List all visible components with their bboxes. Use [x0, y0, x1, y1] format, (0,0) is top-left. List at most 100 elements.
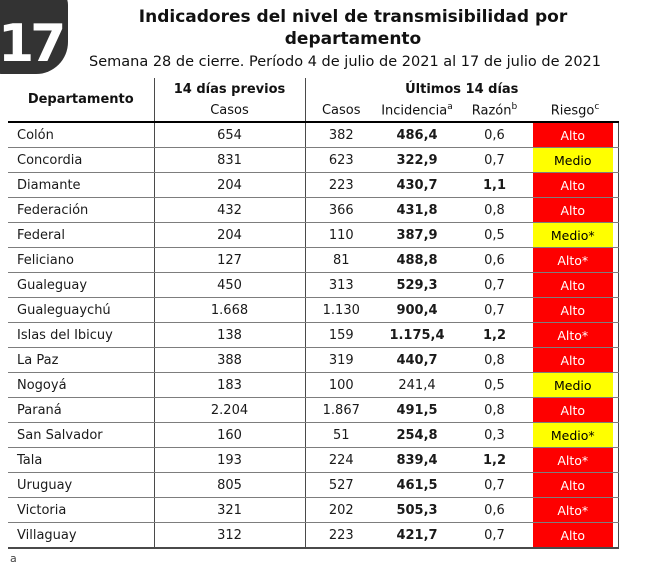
cell-casos: 319 — [305, 347, 377, 373]
cell-casos: 366 — [305, 197, 377, 223]
cell-departamento: Diamante — [8, 172, 155, 198]
cell-departamento: Concordia — [8, 147, 155, 173]
cell-riesgo: Alto — [532, 122, 619, 148]
cell-departamento: Colón — [8, 122, 155, 148]
cell-departamento: Islas del Ibicuy — [8, 322, 155, 348]
table-row: Federal 204 110 387,9 0,5 Medio* — [8, 222, 619, 248]
cell-riesgo: Medio — [532, 372, 619, 398]
cell-riesgo: Alto — [532, 397, 619, 423]
table-row: Diamante 204 223 430,7 1,1 Alto — [8, 172, 619, 198]
risk-badge: Medio — [533, 148, 613, 172]
risk-badge: Alto — [533, 523, 613, 547]
cell-casos-previos: 2.204 — [154, 397, 306, 423]
cell-riesgo: Alto — [532, 472, 619, 498]
cell-casos: 223 — [305, 172, 377, 198]
cell-departamento: Uruguay — [8, 472, 155, 498]
cell-razon: 0,7 — [457, 147, 532, 173]
cell-casos: 1.867 — [305, 397, 377, 423]
col-header-incidencia-label: Incidencia — [381, 103, 448, 119]
cell-departamento: Nogoyá — [8, 372, 155, 398]
col-header-casos-previos: Casos — [154, 100, 306, 123]
risk-badge: Alto* — [533, 448, 613, 472]
cell-casos: 100 — [305, 372, 377, 398]
risk-badge: Alto — [533, 273, 613, 297]
cell-razon: 1,1 — [457, 172, 532, 198]
cell-casos: 202 — [305, 497, 377, 523]
cell-riesgo: Medio — [532, 147, 619, 173]
footnote-ref-b: b — [511, 102, 518, 113]
cell-incidencia: 505,3 — [377, 497, 457, 523]
figure-title: Indicadores del nivel de transmisibilida… — [75, 6, 631, 50]
table-row: La Paz 388 319 440,7 0,8 Alto — [8, 347, 619, 373]
cell-riesgo: Alto* — [532, 247, 619, 273]
table-row: Colón 654 382 486,4 0,6 Alto — [8, 122, 619, 148]
cell-departamento: San Salvador — [8, 422, 155, 448]
cell-razon: 0,6 — [457, 247, 532, 273]
cell-casos: 382 — [305, 122, 377, 148]
cell-casos: 110 — [305, 222, 377, 248]
cell-casos-previos: 204 — [154, 172, 306, 198]
cell-casos-previos: 654 — [154, 122, 306, 148]
cell-incidencia: 241,4 — [377, 372, 457, 398]
cell-razon: 0,8 — [457, 347, 532, 373]
cell-riesgo: Alto* — [532, 322, 619, 348]
cell-razon: 0,8 — [457, 197, 532, 223]
col-group-ultimos-14-dias: Últimos 14 días — [405, 81, 519, 97]
table-body: Colón 654 382 486,4 0,6 Alto Concordia 8… — [8, 122, 619, 549]
cell-riesgo: Alto* — [532, 497, 619, 523]
cell-departamento: Gualeguay — [8, 272, 155, 298]
risk-badge: Alto* — [533, 498, 613, 522]
risk-badge: Alto — [533, 473, 613, 497]
cell-incidencia: 431,8 — [377, 197, 457, 223]
risk-badge: Medio* — [533, 223, 613, 247]
cell-casos-previos: 450 — [154, 272, 306, 298]
cell-riesgo: Medio* — [532, 222, 619, 248]
cell-riesgo: Alto — [532, 197, 619, 223]
risk-badge: Alto — [533, 198, 613, 222]
col-header-riesgo-label: Riesgo — [550, 103, 595, 119]
table-row: Paraná 2.204 1.867 491,5 0,8 Alto — [8, 397, 619, 423]
cell-departamento: Paraná — [8, 397, 155, 423]
figure-subtitle: Semana 28 de cierre. Período 4 de julio … — [89, 54, 601, 70]
cell-casos: 313 — [305, 272, 377, 298]
cell-razon: 0,7 — [457, 272, 532, 298]
cell-incidencia: 430,7 — [377, 172, 457, 198]
table-header: Departamento 14 días previos Últimos 14 … — [8, 78, 618, 123]
cell-departamento: Federación — [8, 197, 155, 223]
footnote-ref-c: c — [594, 102, 600, 113]
cell-casos-previos: 312 — [154, 522, 306, 549]
cell-casos-previos: 388 — [154, 347, 306, 373]
cell-incidencia: 440,7 — [377, 347, 457, 373]
col-header-razon-label: Razón — [471, 103, 512, 119]
cell-casos-previos: 138 — [154, 322, 306, 348]
table-row: San Salvador 160 51 254,8 0,3 Medio* — [8, 422, 619, 448]
table-row: Gualeguaychú 1.668 1.130 900,4 0,7 Alto — [8, 297, 619, 323]
cell-razon: 0,5 — [457, 222, 532, 248]
cell-riesgo: Medio* — [532, 422, 619, 448]
risk-badge: Medio* — [533, 423, 613, 447]
col-header-incidencia: Incidenciaa — [377, 100, 457, 123]
cell-riesgo: Alto — [532, 522, 619, 549]
cell-incidencia: 488,8 — [377, 247, 457, 273]
table-row: Islas del Ibicuy 138 159 1.175,4 1,2 Alt… — [8, 322, 619, 348]
cell-razon: 1,2 — [457, 447, 532, 473]
cell-casos-previos: 432 — [154, 197, 306, 223]
col-header-razon: Razónb — [457, 100, 532, 123]
cell-casos-previos: 321 — [154, 497, 306, 523]
risk-badge: Alto — [533, 398, 613, 422]
cell-incidencia: 322,9 — [377, 147, 457, 173]
cell-incidencia: 900,4 — [377, 297, 457, 323]
table-row: Uruguay 805 527 461,5 0,7 Alto — [8, 472, 619, 498]
col-header-casos: Casos — [305, 100, 377, 123]
risk-badge: Alto — [533, 298, 613, 322]
cell-departamento: Federal — [8, 222, 155, 248]
footnote-fragment: a — [10, 552, 17, 565]
cell-razon: 0,7 — [457, 522, 532, 549]
risk-badge: Alto* — [533, 248, 613, 272]
cell-razon: 0,8 — [457, 397, 532, 423]
cell-razon: 0,3 — [457, 422, 532, 448]
cell-riesgo: Alto — [532, 347, 619, 373]
cell-casos-previos: 127 — [154, 247, 306, 273]
risk-badge: Alto — [533, 173, 613, 197]
table-row: Concordia 831 623 322,9 0,7 Medio — [8, 147, 619, 173]
